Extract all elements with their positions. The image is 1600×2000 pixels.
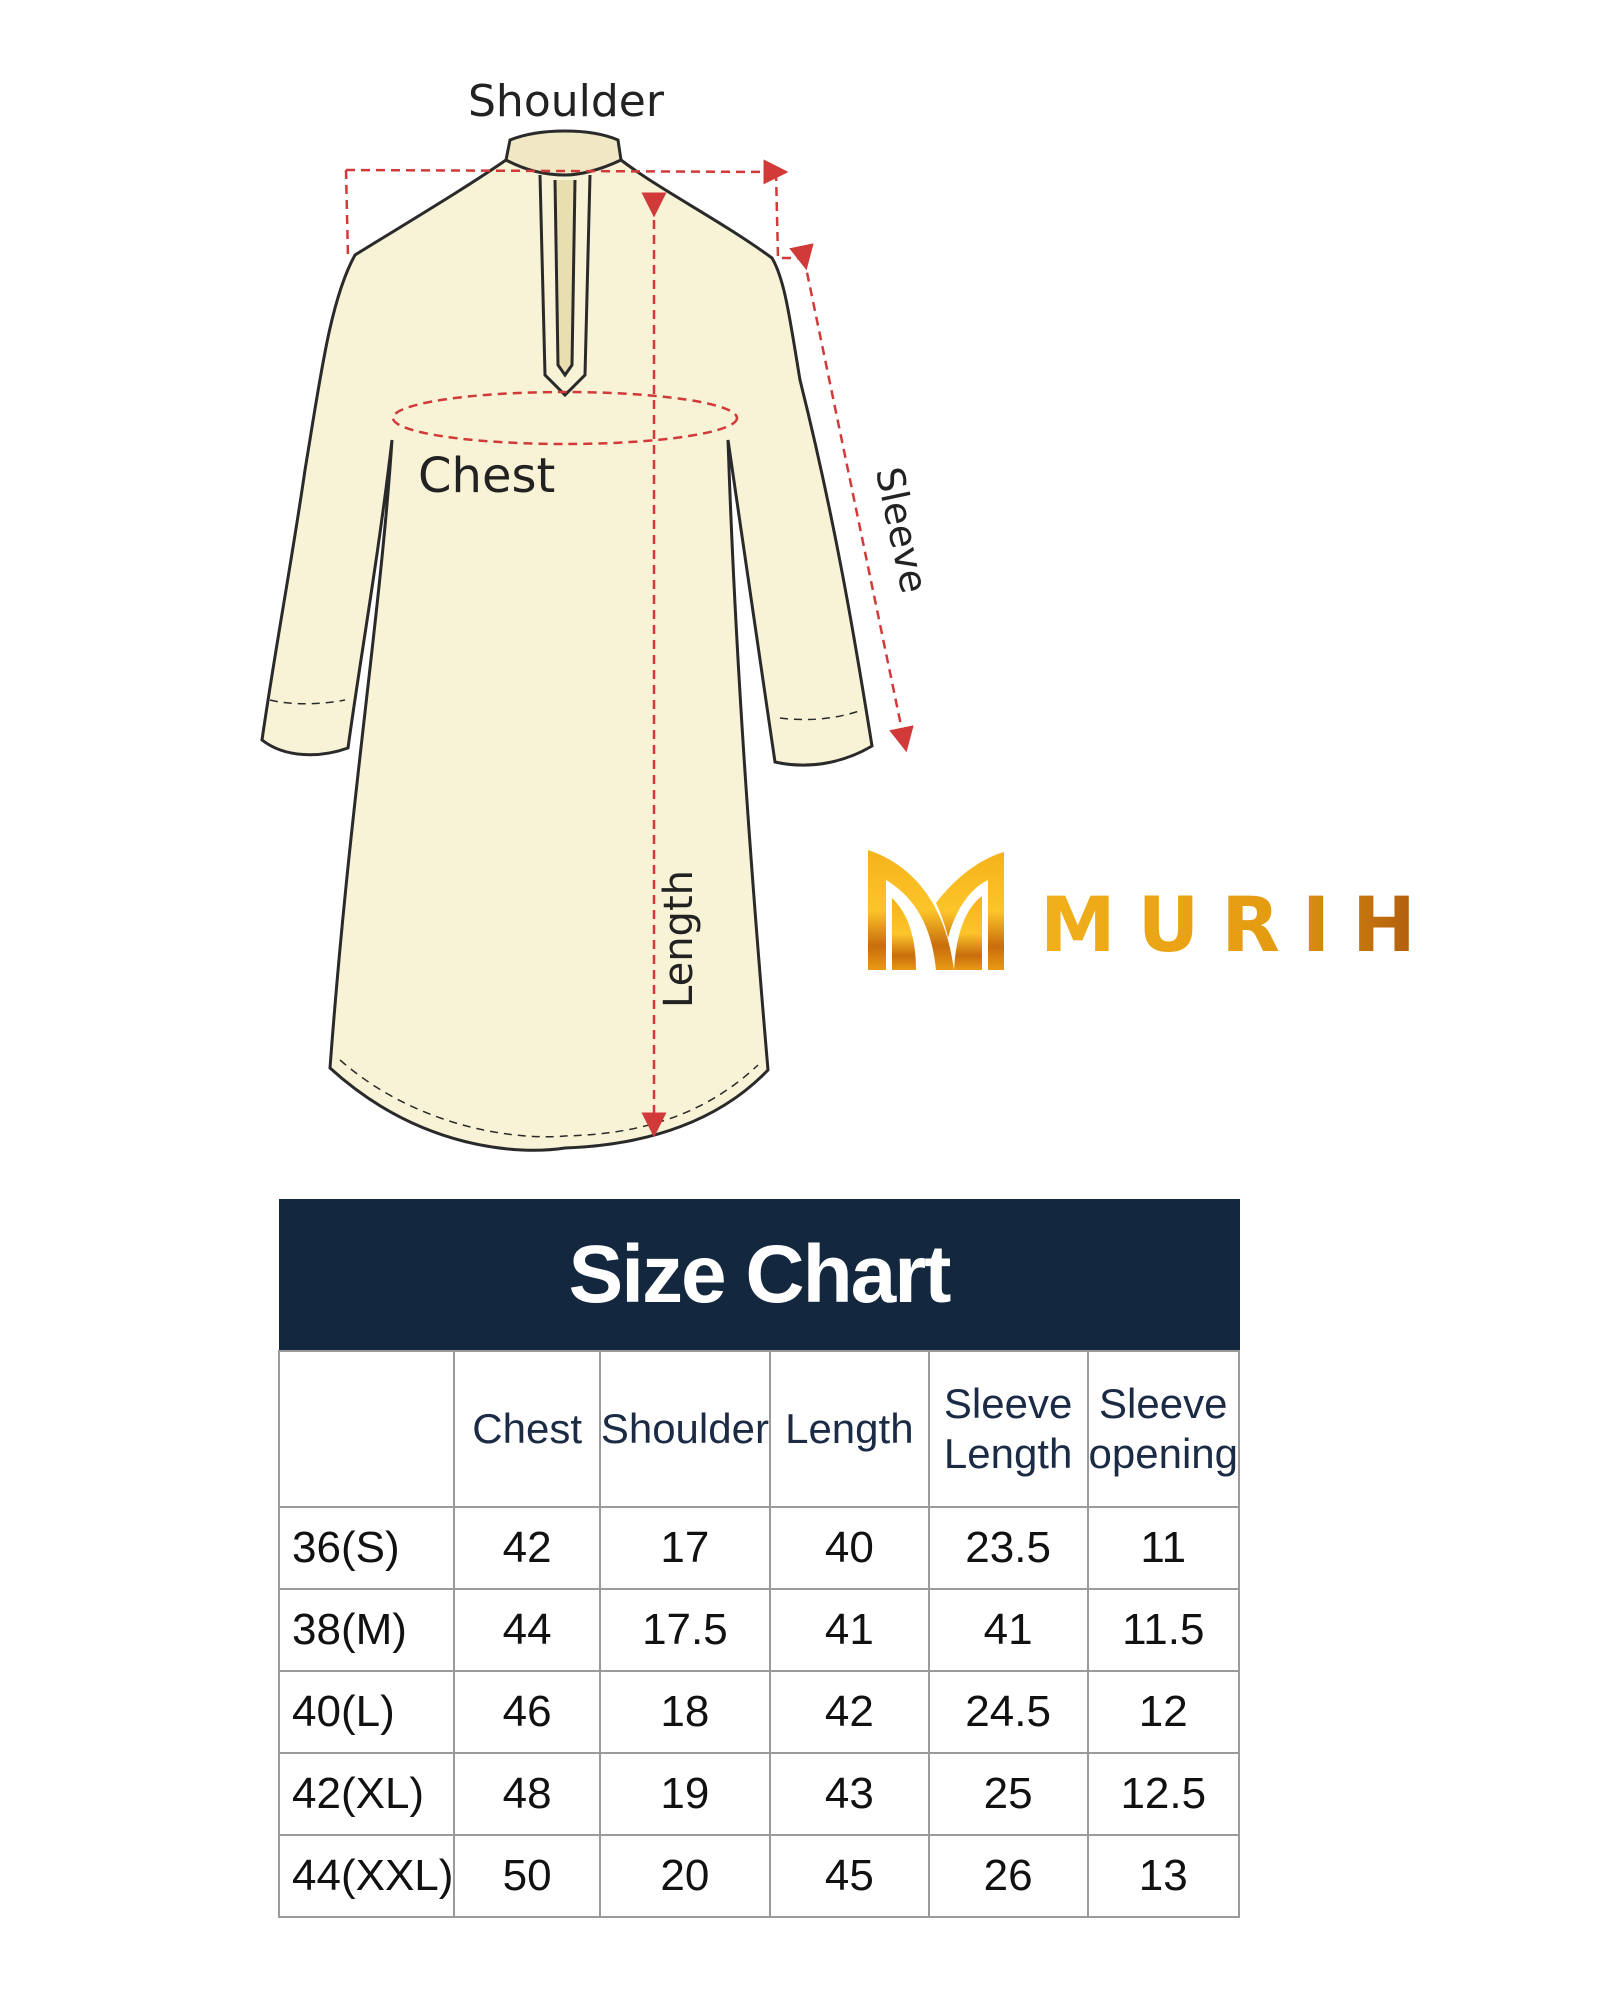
shoulder-label: Shoulder (468, 76, 664, 127)
measurement-cell: 12 (1086, 1670, 1241, 1754)
size-label: 42(XL) (277, 1752, 456, 1836)
measurement-cell: 13 (1086, 1834, 1241, 1918)
kurta-outline (260, 129, 874, 1152)
table-row: 40(L) 46 18 42 24.5 12 (277, 1670, 1241, 1754)
measurement-cell: 41 (768, 1588, 930, 1672)
size-label: 36(S) (277, 1506, 456, 1590)
measurement-cell: 48 (453, 1752, 601, 1836)
size-label: 38(M) (277, 1588, 456, 1672)
table-row: 44(XXL) 50 20 45 26 13 (277, 1834, 1241, 1918)
kurta-diagram (260, 129, 914, 1152)
header-cell (277, 1350, 456, 1508)
measurement-cell: 46 (453, 1670, 601, 1754)
table-row: 36(S) 42 17 40 23.5 11 (277, 1506, 1241, 1590)
measurement-cell: 40 (768, 1506, 930, 1590)
measurement-cell: 24.5 (927, 1670, 1089, 1754)
size-chart-title: Size Chart (278, 1199, 1240, 1352)
chest-label: Chest (418, 448, 556, 504)
measurement-cell: 19 (598, 1752, 771, 1836)
measurement-cell: 11.5 (1086, 1588, 1241, 1672)
measurement-cell: 18 (598, 1670, 771, 1754)
brand-name: MURIH (1040, 880, 1438, 969)
measurement-cell: 11 (1086, 1506, 1241, 1590)
measurement-cell: 42 (768, 1670, 930, 1754)
measurement-cell: 26 (927, 1834, 1089, 1918)
brand-logo-icon (868, 850, 1004, 970)
size-label: 44(XXL) (277, 1834, 456, 1918)
measurement-cell: 12.5 (1086, 1752, 1241, 1836)
measurement-cell: 23.5 (927, 1506, 1089, 1590)
measurement-cell: 42 (453, 1506, 601, 1590)
table-row: 38(M) 44 17.5 41 41 11.5 (277, 1588, 1241, 1672)
table-row: 42(XL) 48 19 43 25 12.5 (277, 1752, 1241, 1836)
measurement-cell: 25 (927, 1752, 1089, 1836)
header-cell: Sleeve Length (927, 1350, 1089, 1508)
measurement-cell: 17 (598, 1506, 771, 1590)
header-row: Chest Shoulder Length Sleeve Length Slee… (277, 1350, 1241, 1508)
header-cell: Sleeve opening (1086, 1350, 1241, 1508)
measure-lines (344, 159, 914, 1138)
measurement-cell: 20 (598, 1834, 771, 1918)
measurement-cell: 45 (768, 1834, 930, 1918)
measurement-cell: 43 (768, 1752, 930, 1836)
header-cell: Chest (453, 1350, 601, 1508)
measurement-cell: 17.5 (598, 1588, 771, 1672)
header-cell: Shoulder (598, 1350, 771, 1508)
size-label: 40(L) (277, 1670, 456, 1754)
measurement-cell: 50 (453, 1834, 601, 1918)
length-label: Length (655, 870, 702, 1008)
size-chart-table: Size Chart Chest Shoulder Length Sleeve … (277, 1199, 1241, 1918)
header-cell: Length (768, 1350, 930, 1508)
measurement-cell: 44 (453, 1588, 601, 1672)
measurement-cell: 41 (927, 1588, 1089, 1672)
